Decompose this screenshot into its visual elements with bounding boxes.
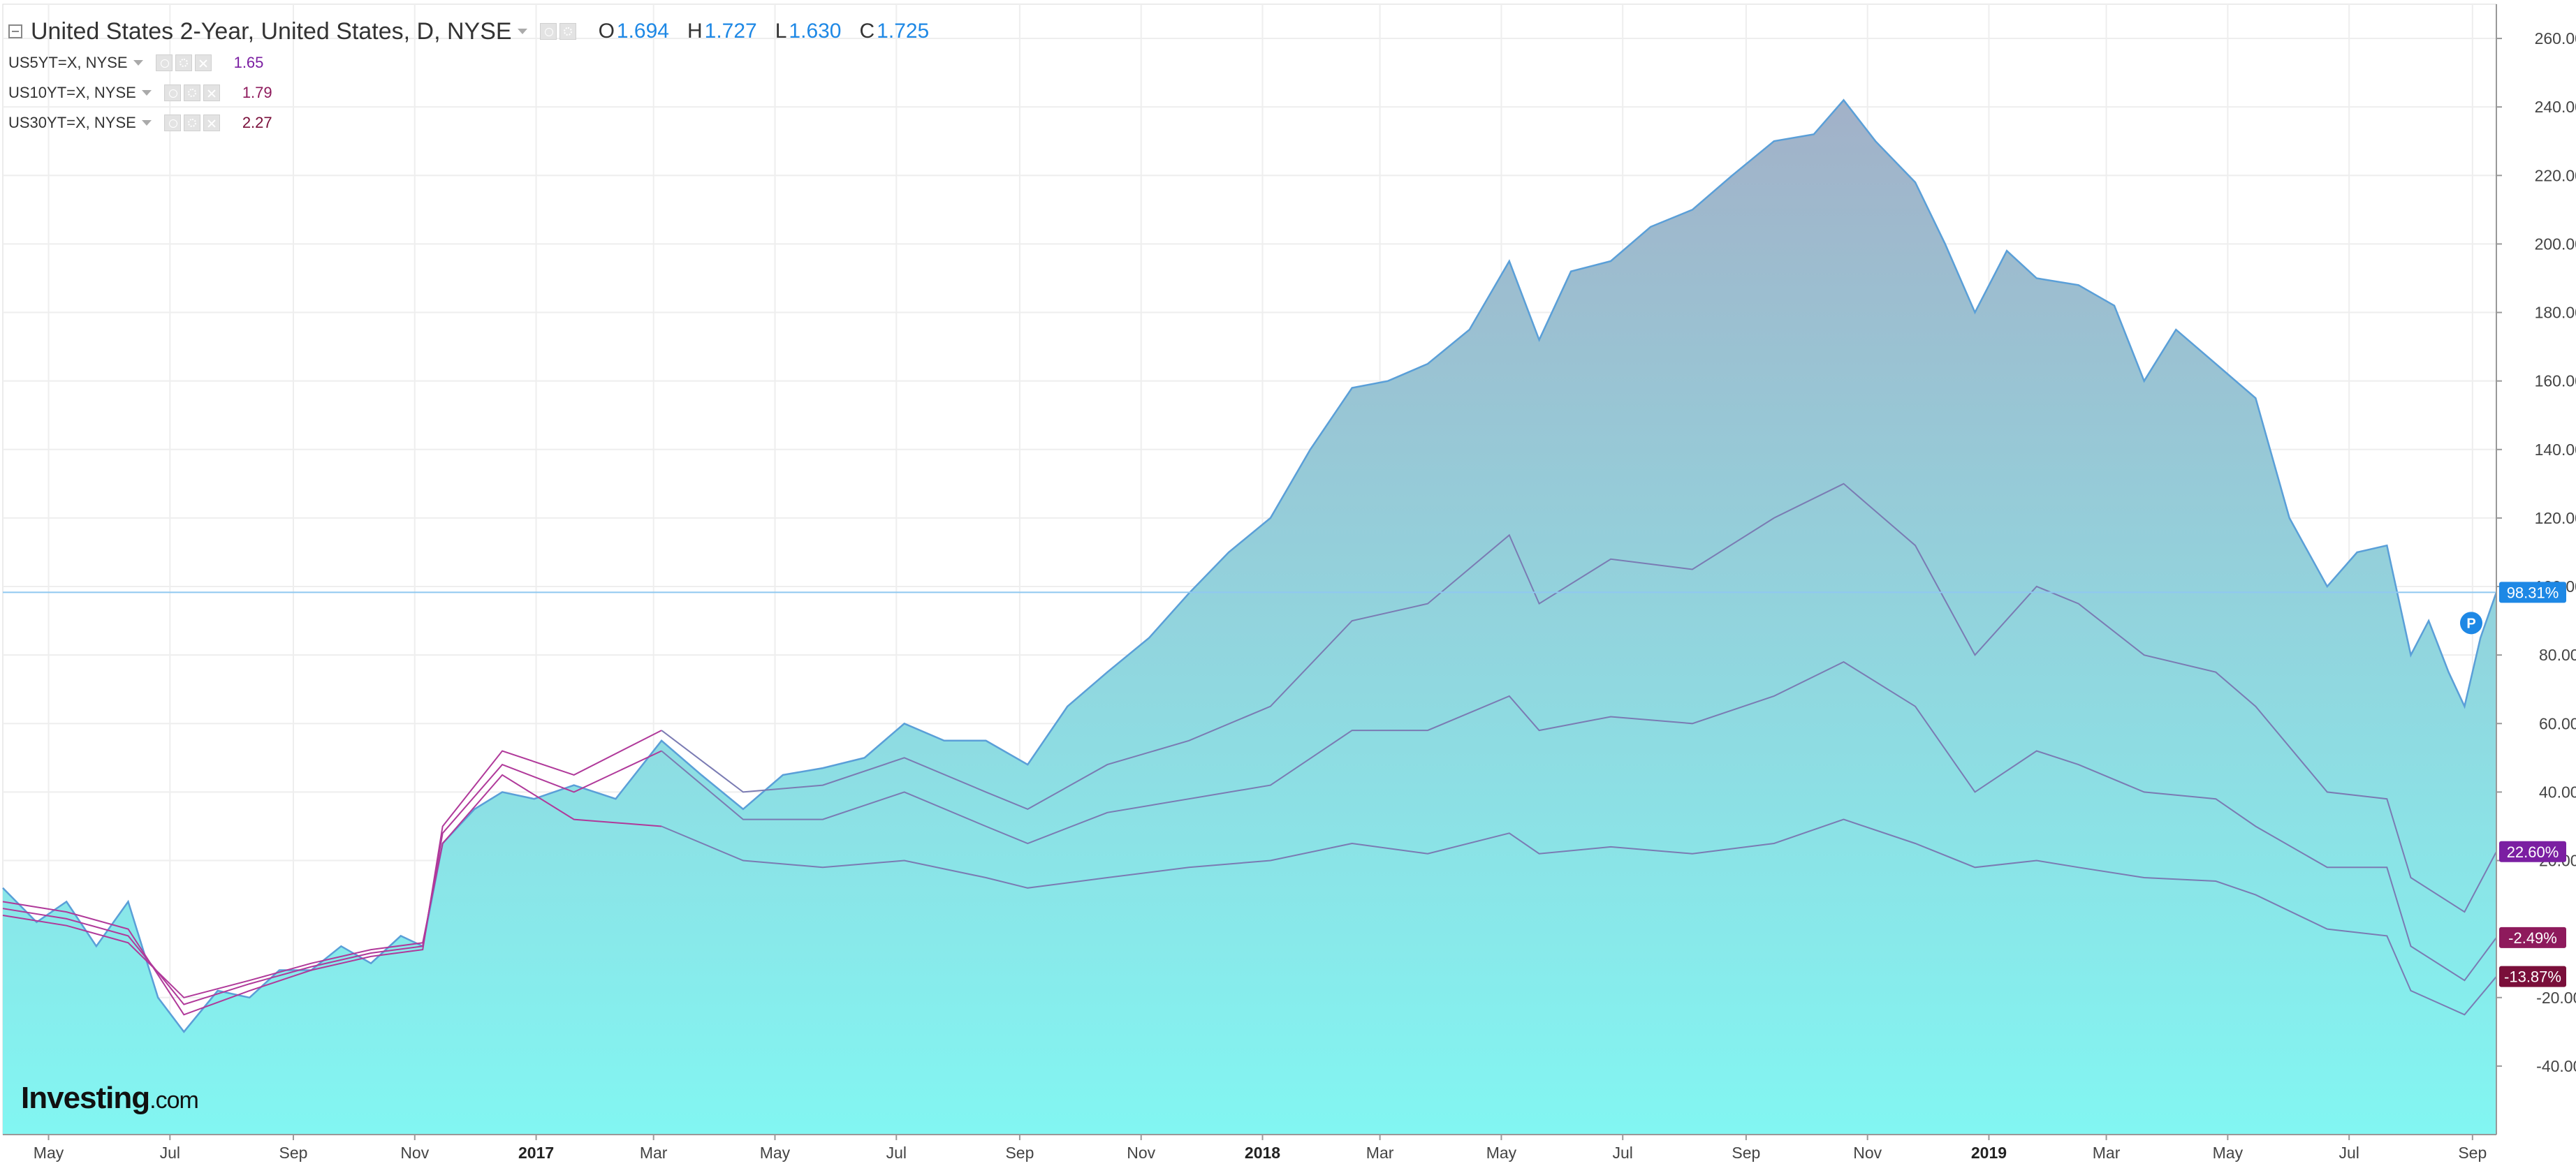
chevron-down-icon[interactable] — [133, 59, 143, 66]
comparison-series-line-early — [2, 774, 662, 998]
y-tick-label: 180.00% — [2535, 304, 2576, 322]
main-series-area — [3, 100, 2496, 1135]
settings-icon[interactable] — [175, 54, 192, 71]
x-tick-label: Jul — [160, 1144, 180, 1162]
last-value-badge — [2499, 582, 2566, 603]
close-value: 1.725 — [877, 20, 930, 43]
last-value-label: -13.87% — [2504, 968, 2561, 986]
high-label: H — [687, 20, 703, 43]
x-tick-label: Sep — [279, 1144, 308, 1162]
y-tick-label: 60.00% — [2539, 714, 2576, 732]
x-tick-label: Mar — [2093, 1144, 2121, 1162]
x-tick-label: Nov — [1853, 1144, 1882, 1162]
comparison-legend-us5y: US5YT=X, NYSE 1.65 — [8, 47, 929, 78]
y-tick-label: 120.00% — [2535, 509, 2576, 527]
y-tick-label: 40.00% — [2539, 783, 2576, 801]
y-tick-label: 260.00% — [2535, 29, 2576, 47]
comparison-legend-us30y: US30YT=X, NYSE 2.27 — [8, 108, 929, 138]
y-tick-label: 80.00% — [2539, 646, 2576, 664]
low-value: 1.630 — [789, 20, 842, 43]
comparison-series-line — [661, 482, 2497, 913]
last-value-label: 98.31% — [2507, 584, 2559, 601]
chart-legend: United States 2-Year, United States, D, … — [8, 15, 929, 138]
comparison-series-line-early — [2, 750, 662, 1005]
open-label: O — [598, 20, 615, 43]
x-tick-label: Jul — [1613, 1144, 1633, 1162]
x-tick-label: May — [1486, 1144, 1517, 1162]
comparison-series-line-early — [2, 730, 662, 1016]
x-tick-label: Jul — [886, 1144, 907, 1162]
visibility-icon[interactable] — [163, 114, 181, 131]
settings-icon[interactable] — [183, 114, 200, 131]
y-tick-label: 220.00% — [2535, 166, 2576, 184]
collapse-legend-icon[interactable] — [8, 24, 22, 38]
last-value-badge — [2499, 927, 2566, 948]
x-tick-label: Jul — [2339, 1144, 2359, 1162]
x-tick-label: 2018 — [1245, 1144, 1280, 1162]
logo-suffix: .com — [149, 1087, 199, 1114]
last-value-badge — [2499, 841, 2566, 862]
comparison-series-line — [661, 661, 2497, 982]
x-tick-label: Mar — [1366, 1144, 1394, 1162]
comparison-value: 2.27 — [242, 113, 272, 131]
open-value: 1.694 — [616, 20, 669, 43]
comparison-value: 1.79 — [242, 83, 272, 101]
settings-icon[interactable] — [183, 84, 200, 101]
last-value-label: 22.60% — [2507, 843, 2559, 861]
x-tick-label: Mar — [640, 1144, 668, 1162]
chevron-down-icon[interactable] — [517, 29, 527, 34]
last-value-badge — [2499, 966, 2566, 987]
chevron-down-icon[interactable] — [141, 119, 152, 126]
circle-P-icon-glyph: P — [2466, 616, 2475, 631]
low-label: L — [775, 20, 787, 43]
x-tick-label: May — [34, 1144, 64, 1162]
main-series-legend: United States 2-Year, United States, D, … — [8, 15, 929, 47]
close-icon[interactable] — [203, 84, 220, 101]
x-tick-label: Nov — [1127, 1144, 1155, 1162]
x-tick-label: May — [760, 1144, 791, 1162]
visibility-icon[interactable] — [539, 23, 557, 40]
x-tick-label: Sep — [2458, 1144, 2487, 1162]
main-series-title[interactable]: United States 2-Year, United States, D, … — [31, 17, 512, 45]
chevron-down-icon[interactable] — [141, 89, 152, 96]
x-tick-label: 2019 — [1971, 1144, 2007, 1162]
last-value-label: -2.49% — [2508, 929, 2557, 947]
ohlc-values: O 1.694 H 1.727 L 1.630 C 1.725 — [599, 20, 930, 43]
y-tick-label: -20.00% — [2536, 989, 2576, 1007]
close-icon[interactable] — [194, 54, 212, 71]
y-tick-label: 140.00% — [2535, 441, 2576, 459]
y-tick-label: -40.00% — [2536, 1057, 2576, 1075]
comparison-name[interactable]: US5YT=X, NYSE — [8, 53, 128, 71]
settings-icon[interactable] — [559, 23, 576, 40]
main-series-line — [2, 98, 2498, 1033]
visibility-icon[interactable] — [155, 54, 173, 71]
comparison-name[interactable]: US30YT=X, NYSE — [8, 113, 136, 131]
x-tick-label: 2017 — [518, 1144, 554, 1162]
y-tick-label: 200.00% — [2535, 235, 2576, 253]
comparison-series-line — [661, 818, 2497, 1016]
y-tick-label: 240.00% — [2535, 98, 2576, 116]
comparison-legend-us10y: US10YT=X, NYSE 1.79 — [8, 78, 929, 108]
comparison-name[interactable]: US10YT=X, NYSE — [8, 83, 136, 101]
logo-brand: Investing — [21, 1081, 150, 1115]
close-icon[interactable] — [203, 114, 220, 131]
x-tick-label: Nov — [400, 1144, 429, 1162]
circle-P-icon — [2460, 612, 2482, 635]
comparison-value: 1.65 — [233, 53, 264, 71]
y-tick-label: 160.00% — [2535, 372, 2576, 390]
close-label: C — [859, 20, 875, 43]
high-value: 1.727 — [704, 20, 757, 43]
investing-logo: Investing.com — [21, 1081, 199, 1116]
x-tick-label: Sep — [1732, 1144, 1760, 1162]
x-tick-label: May — [2213, 1144, 2244, 1162]
x-tick-label: Sep — [1005, 1144, 1034, 1162]
visibility-icon[interactable] — [163, 84, 181, 101]
